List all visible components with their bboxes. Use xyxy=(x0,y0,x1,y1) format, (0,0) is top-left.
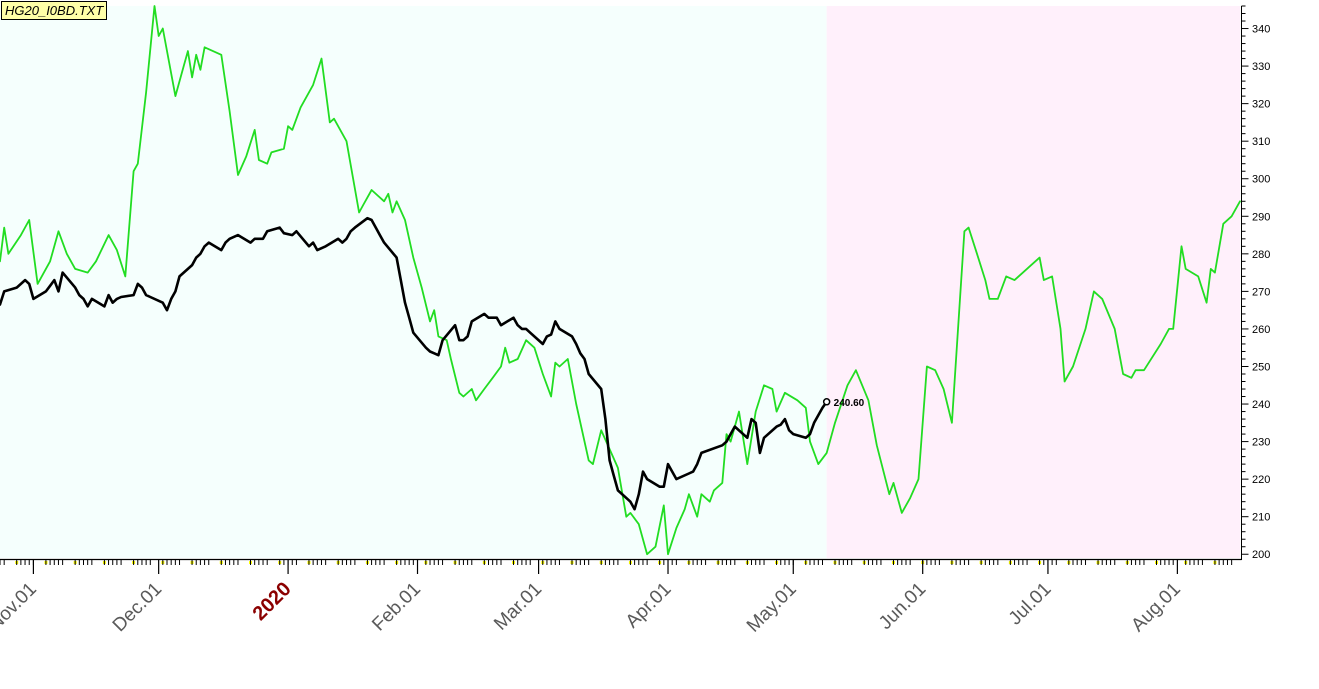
x-tick-label: 2020 xyxy=(249,578,296,625)
y-tick-label: 290 xyxy=(1252,211,1270,223)
y-axis: 200 210 220 230 240 250 260 270 280 290 300 310 320 3… xyxy=(1241,5,1270,561)
y-tick-label: 300 xyxy=(1252,174,1270,186)
x-tick-label: Aug.01 xyxy=(1127,579,1184,636)
history-background xyxy=(0,6,827,558)
x-tick-label: Jul.01 xyxy=(1005,579,1056,630)
x-tick-label: Mar.01 xyxy=(490,579,546,635)
series-layer xyxy=(0,5,1241,556)
x-tick-label: Dec.01 xyxy=(109,579,166,636)
y-tick-label: 260 xyxy=(1252,324,1270,336)
x-tick-label: Nov.01 xyxy=(0,579,41,635)
y-tick-label: 240 xyxy=(1252,399,1270,411)
y-tick-label: 340 xyxy=(1252,24,1270,36)
last-value-label: 240.60 xyxy=(834,398,865,409)
y-tick-label: 200 xyxy=(1252,549,1270,561)
y-tick-label: 210 xyxy=(1252,512,1270,524)
file-name-label: HG20_I0BD.TXT xyxy=(1,1,108,20)
last-value-marker xyxy=(822,398,831,406)
y-tick-label: 230 xyxy=(1252,437,1270,449)
y-tick-label: 270 xyxy=(1252,286,1270,298)
x-axis: Nov.01 Dec.01 2020 Feb.01 Mar.01 Apr.01 May.01… xyxy=(0,558,1242,637)
x-tick-label: Jun.01 xyxy=(875,579,930,634)
x-tick-label: Feb.01 xyxy=(368,579,425,636)
last-value-layer: 240.60 xyxy=(822,398,865,409)
price-series-line xyxy=(0,216,828,511)
y-tick-label: 320 xyxy=(1252,99,1270,111)
y-tick-label: 220 xyxy=(1252,474,1270,486)
forecast-background xyxy=(826,6,1240,558)
x-tick-label: May.01 xyxy=(743,579,801,637)
x-tick-label: Apr.01 xyxy=(622,579,676,633)
forecast-series-line xyxy=(0,5,1241,556)
y-tick-label: 250 xyxy=(1252,361,1270,373)
y-tick-label: 310 xyxy=(1252,136,1270,148)
y-tick-label: 330 xyxy=(1252,61,1270,73)
y-tick-label: 280 xyxy=(1252,249,1270,261)
